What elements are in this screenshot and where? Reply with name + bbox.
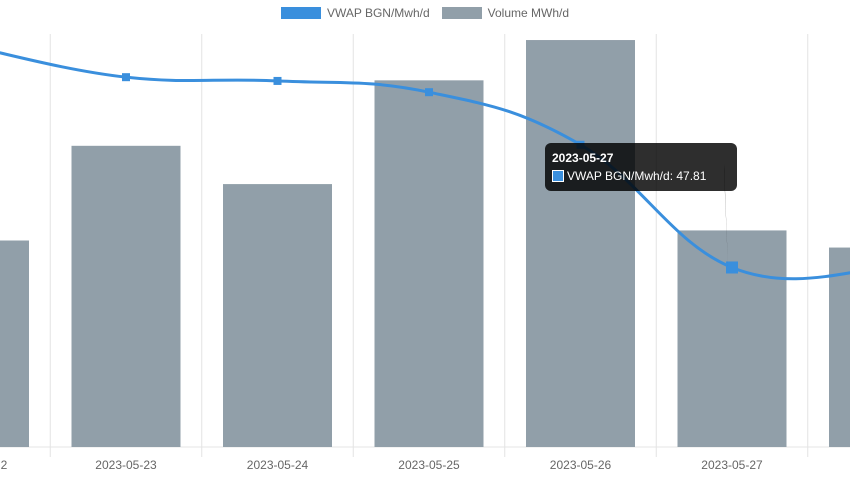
legend-swatch-volume	[441, 7, 482, 19]
x-tick-label: 2023-05-25	[398, 458, 460, 472]
x-tick-label: 2023-05-24	[247, 458, 309, 472]
bar-volume[interactable]	[374, 80, 484, 448]
tooltip-body: VWAP BGN/Mwh/d: 47.81	[552, 167, 730, 185]
x-tick-label: 2023-05-23	[95, 458, 157, 472]
bar-volume[interactable]	[71, 145, 181, 447]
bar-volume[interactable]	[526, 40, 635, 447]
vwap-point[interactable]	[726, 261, 738, 274]
x-tick-label: 2	[1, 458, 8, 472]
legend-label-volume: Volume MWh/d	[487, 6, 570, 20]
x-tick-label: 2023-05-26	[550, 458, 612, 472]
vwap-point[interactable]	[425, 88, 433, 97]
bar-volume[interactable]	[829, 247, 850, 447]
legend-item-volume[interactable]: Volume MWh/d	[441, 6, 570, 20]
legend-label-vwap: VWAP BGN/Mwh/d	[326, 6, 430, 20]
legend-item-vwap[interactable]: VWAP BGN/Mwh/d	[280, 6, 430, 20]
tooltip-title: 2023-05-27	[552, 151, 614, 165]
legend-swatch-vwap	[280, 7, 321, 19]
x-tick-label: 2023-05-27	[701, 458, 763, 472]
vwap-point[interactable]	[122, 73, 130, 82]
x-axis-ticks: 2 2023-05-23 2023-05-24 2023-05-25 2023-05-2…	[1, 458, 763, 472]
tooltip: 2023-05-27 VWAP BGN/Mwh/d: 47.81	[545, 143, 737, 191]
bar-volume[interactable]	[223, 184, 332, 447]
vwap-point[interactable]	[273, 76, 282, 85]
bar-volume[interactable]	[0, 240, 29, 448]
chart-legend: VWAP BGN/Mwh/d Volume MWh/d	[0, 6, 850, 20]
tooltip-swatch	[552, 170, 564, 182]
tooltip-label: VWAP BGN/Mwh/d: 47.81	[567, 169, 707, 183]
volume-bars	[0, 40, 850, 448]
